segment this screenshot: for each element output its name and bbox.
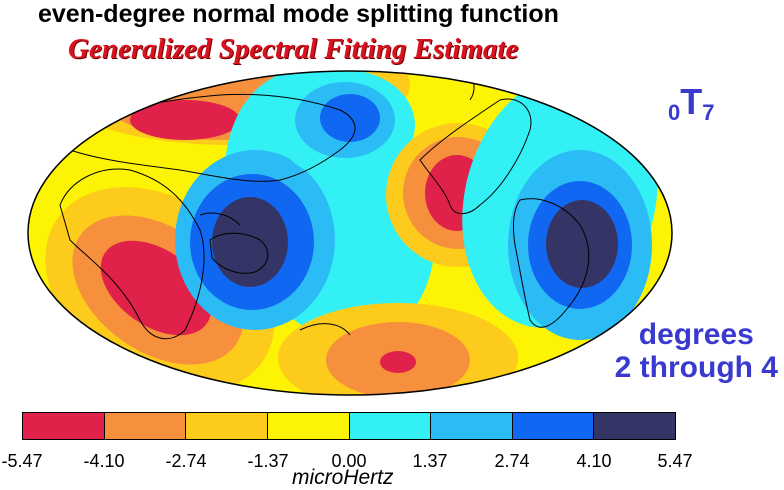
globe-outline: [27, 70, 673, 396]
colorbar-tick-label: -5.47: [1, 451, 43, 471]
south-pacific-negative-anomaly: [278, 303, 518, 395]
colorbar-tick-label: 1.37: [412, 451, 448, 471]
colorbar-segment-7: [512, 413, 595, 439]
colorbar-segment-4: [267, 413, 350, 439]
colorbar-tick-label: -2.74: [165, 451, 207, 471]
colorbar-tick-label: 0.00: [331, 451, 367, 471]
north-pacific-positive-anomaly: [275, 71, 415, 180]
colorbar-tick-label: 2.74: [494, 451, 530, 471]
colorbar-segment-1: [23, 413, 105, 439]
colorbar-segment-8: [594, 413, 675, 439]
colorbar-segment-5: [349, 413, 432, 439]
mode-type-letter: T: [680, 81, 703, 122]
mode-label: 0T7: [668, 81, 715, 126]
mode-degree-subscript: 7: [702, 100, 715, 125]
colorbar-tick-label: 4.10: [576, 451, 612, 471]
colorbar-unit: microHertz: [292, 466, 394, 489]
map-subtitle: Generalized Spectral Fitting Estimate: [68, 33, 519, 65]
map-title: even-degree normal mode splitting functi…: [38, 0, 559, 28]
degrees-line-1: degrees: [638, 318, 754, 351]
colorbar: [22, 412, 676, 440]
degrees-line-2: 2 through 4: [614, 351, 778, 384]
colorbar-segment-3: [186, 413, 268, 439]
mode-overtone-subscript: 0: [668, 100, 681, 125]
colorbar-segment-6: [431, 413, 513, 439]
colorbar-tick-label: -1.37: [247, 451, 289, 471]
colorbar-tick-label: -4.10: [83, 451, 125, 471]
colorbar-tick-label: 5.47: [657, 451, 693, 471]
colorbar-segment-2: [104, 413, 187, 439]
degrees-label: degrees 2 through 4: [615, 318, 778, 384]
